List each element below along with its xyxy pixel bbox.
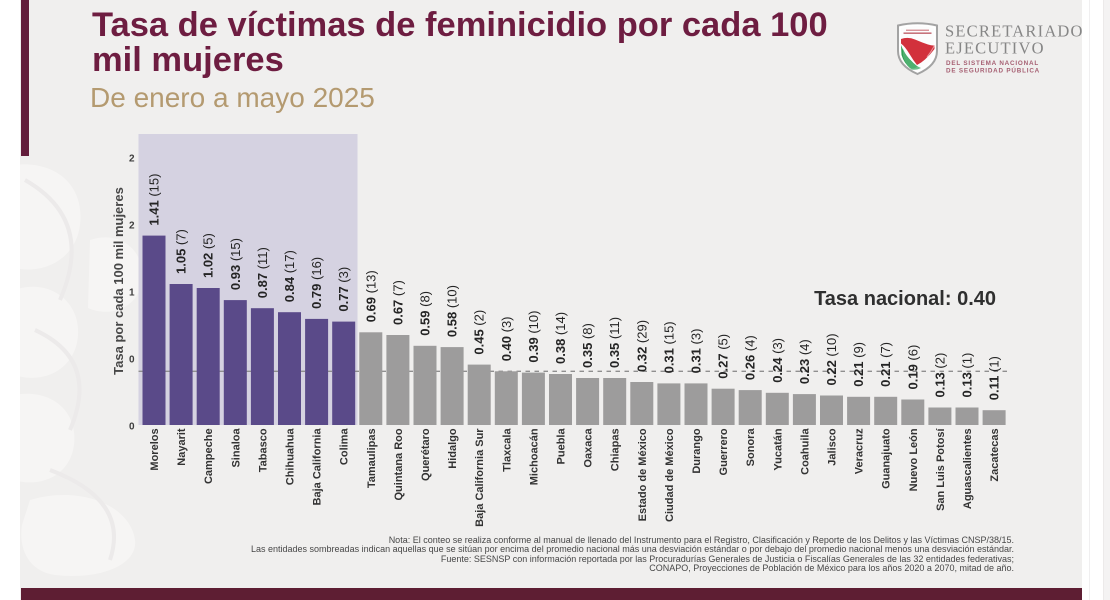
svg-text:Querétaro: Querétaro (420, 428, 432, 481)
svg-text:Quintana Roo: Quintana Roo (393, 428, 405, 500)
svg-text:Michoacán: Michoacán (528, 428, 540, 485)
svg-text:Tlaxcala: Tlaxcala (501, 428, 513, 472)
svg-text:0.69 (13): 0.69 (13) (363, 270, 378, 322)
svg-text:Baja California Sur: Baja California Sur (474, 428, 486, 527)
svg-text:Estado de México: Estado de México (637, 428, 649, 521)
svg-text:Veracruz: Veracruz (854, 428, 866, 474)
svg-text:Aguascalientes: Aguascalientes (962, 428, 974, 509)
svg-text:Jalisco: Jalisco (827, 428, 839, 466)
svg-text:2: 2 (129, 221, 135, 232)
svg-text:0.93 (15): 0.93 (15) (228, 238, 243, 290)
svg-text:0: 0 (129, 422, 135, 433)
svg-text:0.67 (7): 0.67 (7) (390, 280, 405, 325)
svg-text:DEL SISTEMA NACIONAL: DEL SISTEMA NACIONAL (946, 60, 1039, 67)
svg-text:Guanajuato: Guanajuato (881, 428, 893, 489)
svg-text:SECRETARIADO: SECRETARIADO (945, 21, 1084, 40)
svg-text:Sinaloa: Sinaloa (230, 428, 242, 468)
svg-text:Zacatecas: Zacatecas (989, 428, 1001, 481)
svg-text:Morelos: Morelos (149, 428, 161, 470)
svg-text:0.21 (9): 0.21 (9) (851, 342, 866, 387)
svg-text:Yucatán: Yucatán (772, 428, 784, 470)
svg-text:0.79 (16): 0.79 (16) (309, 257, 324, 309)
svg-text:0.24 (3): 0.24 (3) (770, 338, 785, 383)
svg-text:0.22 (10): 0.22 (10) (824, 333, 839, 385)
svg-text:Baja California: Baja California (312, 428, 324, 506)
svg-text:0.38 (14): 0.38 (14) (553, 312, 568, 364)
svg-text:Chiapas: Chiapas (610, 428, 622, 471)
svg-text:0.35 (8): 0.35 (8) (580, 323, 595, 368)
svg-text:0.11 (1): 0.11 (1) (987, 356, 1002, 400)
svg-text:1.41 (15): 1.41 (15) (147, 174, 162, 226)
svg-text:0.35 (11): 0.35 (11) (607, 317, 622, 368)
svg-text:San Luis Potosí: San Luis Potosí (935, 427, 947, 510)
svg-text:0.45 (2): 0.45 (2) (472, 310, 487, 355)
svg-text:Durango: Durango (691, 428, 703, 474)
svg-text:0.59 (8): 0.59 (8) (418, 291, 433, 336)
svg-text:1: 1 (129, 288, 135, 299)
svg-text:0.32 (29): 0.32 (29) (634, 320, 649, 372)
svg-text:Hidalgo: Hidalgo (447, 428, 459, 469)
svg-text:Ciudad de México: Ciudad de México (664, 428, 676, 522)
svg-text:Guerrero: Guerrero (718, 428, 730, 475)
svg-text:0.19 (6): 0.19 (6) (905, 345, 920, 390)
svg-text:0.77 (3): 0.77 (3) (336, 267, 351, 312)
svg-text:1.02 (5): 1.02 (5) (201, 233, 216, 278)
svg-text:0.84 (17): 0.84 (17) (282, 250, 297, 302)
svg-text:0.27 (5): 0.27 (5) (716, 334, 731, 379)
svg-text:Sonora: Sonora (745, 428, 757, 467)
svg-text:0.13 (1): 0.13 (1) (960, 353, 975, 398)
svg-text:0.31 (3): 0.31 (3) (689, 329, 704, 374)
svg-text:Nayarit: Nayarit (176, 428, 188, 466)
svg-text:Tasa por cada 100 mil mujeres: Tasa por cada 100 mil mujeres (111, 187, 126, 375)
svg-text:0.58 (10): 0.58 (10) (445, 285, 460, 337)
svg-text:Oaxaca: Oaxaca (583, 428, 595, 468)
svg-text:2: 2 (129, 154, 135, 165)
svg-text:Tamaulipas: Tamaulipas (366, 428, 378, 488)
svg-text:Colima: Colima (339, 428, 351, 466)
svg-text:0.87 (11): 0.87 (11) (255, 247, 270, 298)
svg-text:Tasa nacional: 0.40: Tasa nacional: 0.40 (814, 288, 996, 310)
svg-text:Puebla: Puebla (556, 428, 568, 465)
svg-text:0.39 (10): 0.39 (10) (526, 311, 541, 363)
svg-text:Campeche: Campeche (203, 428, 215, 484)
svg-text:0.23 (4): 0.23 (4) (797, 339, 812, 384)
svg-text:0.26 (4): 0.26 (4) (743, 335, 758, 380)
svg-text:0.21 (7): 0.21 (7) (878, 342, 893, 387)
svg-text:DE SEGURIDAD PÚBLICA: DE SEGURIDAD PÚBLICA (946, 65, 1040, 74)
svg-text:Tabasco: Tabasco (257, 428, 269, 472)
svg-text:0.31 (15): 0.31 (15) (661, 321, 676, 373)
svg-text:EJECUTIVO: EJECUTIVO (945, 38, 1045, 57)
svg-text:Coahuila: Coahuila (799, 428, 811, 475)
svg-text:Nuevo León: Nuevo León (908, 428, 920, 491)
svg-text:1.05 (7): 1.05 (7) (174, 229, 189, 274)
svg-text:0.13 (2): 0.13 (2) (932, 353, 947, 398)
svg-text:0: 0 (129, 355, 135, 366)
svg-text:0.40 (3): 0.40 (3) (499, 316, 514, 361)
svg-text:Chihuahua: Chihuahua (285, 428, 297, 486)
